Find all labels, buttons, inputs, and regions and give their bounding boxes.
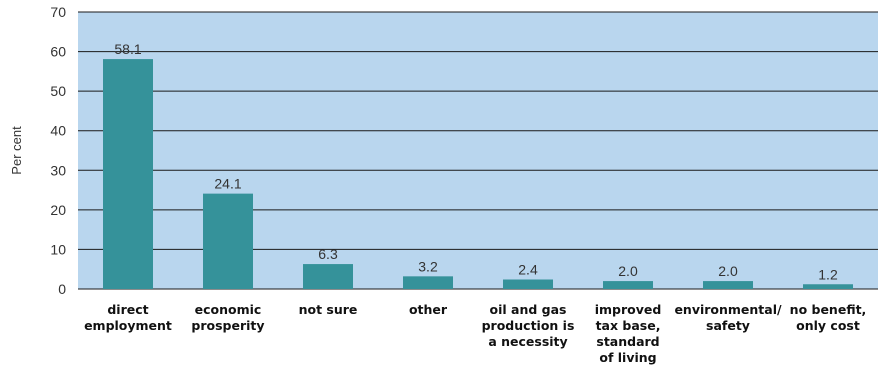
x-tick-label: direct employment: [84, 302, 172, 333]
x-tick-label: oil and gas production is a necessity: [482, 302, 575, 349]
x-tick-label-line: a necessity: [488, 334, 567, 349]
y-axis-title: Per cent: [9, 126, 24, 175]
y-tick-label: 10: [50, 241, 66, 257]
bar: [103, 59, 153, 290]
x-tick-label-line: other: [409, 302, 448, 317]
data-label: 24.1: [214, 176, 241, 192]
y-tick-label: 50: [50, 83, 66, 99]
bars: [103, 59, 853, 290]
data-labels: 58.1 24.1 6.3 3.2 2.4 2.0 2.0 1.2: [114, 41, 838, 282]
y-tick-label: 60: [50, 44, 66, 60]
x-tick-label: other: [409, 302, 448, 317]
y-tick-label: 20: [50, 202, 66, 218]
x-tick-label: improved tax base, standard of living: [595, 302, 662, 365]
data-label: 2.0: [718, 263, 738, 279]
data-label: 2.4: [518, 262, 538, 278]
x-tick-label-line: standard: [596, 334, 659, 349]
y-tick-label: 0: [58, 281, 66, 297]
x-tick-label-line: production is: [482, 318, 575, 333]
x-tick-label-line: tax base,: [596, 318, 661, 333]
x-tick-label: no benefit, only cost: [790, 302, 867, 333]
bar: [703, 281, 753, 289]
bar: [303, 264, 353, 289]
x-tick-label-line: prosperity: [191, 318, 264, 333]
x-axis-category-labels: direct employment economic prosperity not su…: [84, 302, 866, 365]
x-tick-label-line: economic: [195, 302, 262, 317]
bar: [803, 284, 853, 289]
x-tick-label: not sure: [299, 302, 358, 317]
y-tick-label: 30: [50, 162, 66, 178]
data-label: 6.3: [318, 246, 338, 262]
data-label: 3.2: [418, 258, 438, 274]
x-tick-label-line: no benefit,: [790, 302, 867, 317]
x-tick-label-line: improved: [595, 302, 662, 317]
y-tick-label: 70: [50, 4, 66, 20]
data-label: 2.0: [618, 263, 638, 279]
y-axis-ticks: 0 10 20 30 40 50 60 70: [50, 4, 66, 297]
x-tick-label-line: oil and gas: [490, 302, 567, 317]
x-tick-label-line: safety: [706, 318, 750, 333]
data-label: 58.1: [114, 41, 141, 57]
y-tick-label: 40: [50, 123, 66, 139]
bar: [503, 279, 553, 289]
bar: [603, 281, 653, 289]
x-tick-label: economic prosperity: [191, 302, 264, 333]
x-tick-label-line: direct: [107, 302, 148, 317]
plot-background: [78, 12, 878, 289]
x-tick-label-line: of living: [599, 350, 656, 365]
x-tick-label: environmental/safety: [674, 302, 782, 333]
x-tick-label-line: environmental/: [674, 302, 782, 317]
bar: [403, 276, 453, 289]
data-label: 1.2: [818, 266, 838, 282]
x-tick-label-line: employment: [84, 318, 172, 333]
bar: [203, 193, 253, 289]
x-tick-label-line: not sure: [299, 302, 358, 317]
x-tick-label-line: only cost: [796, 318, 860, 333]
